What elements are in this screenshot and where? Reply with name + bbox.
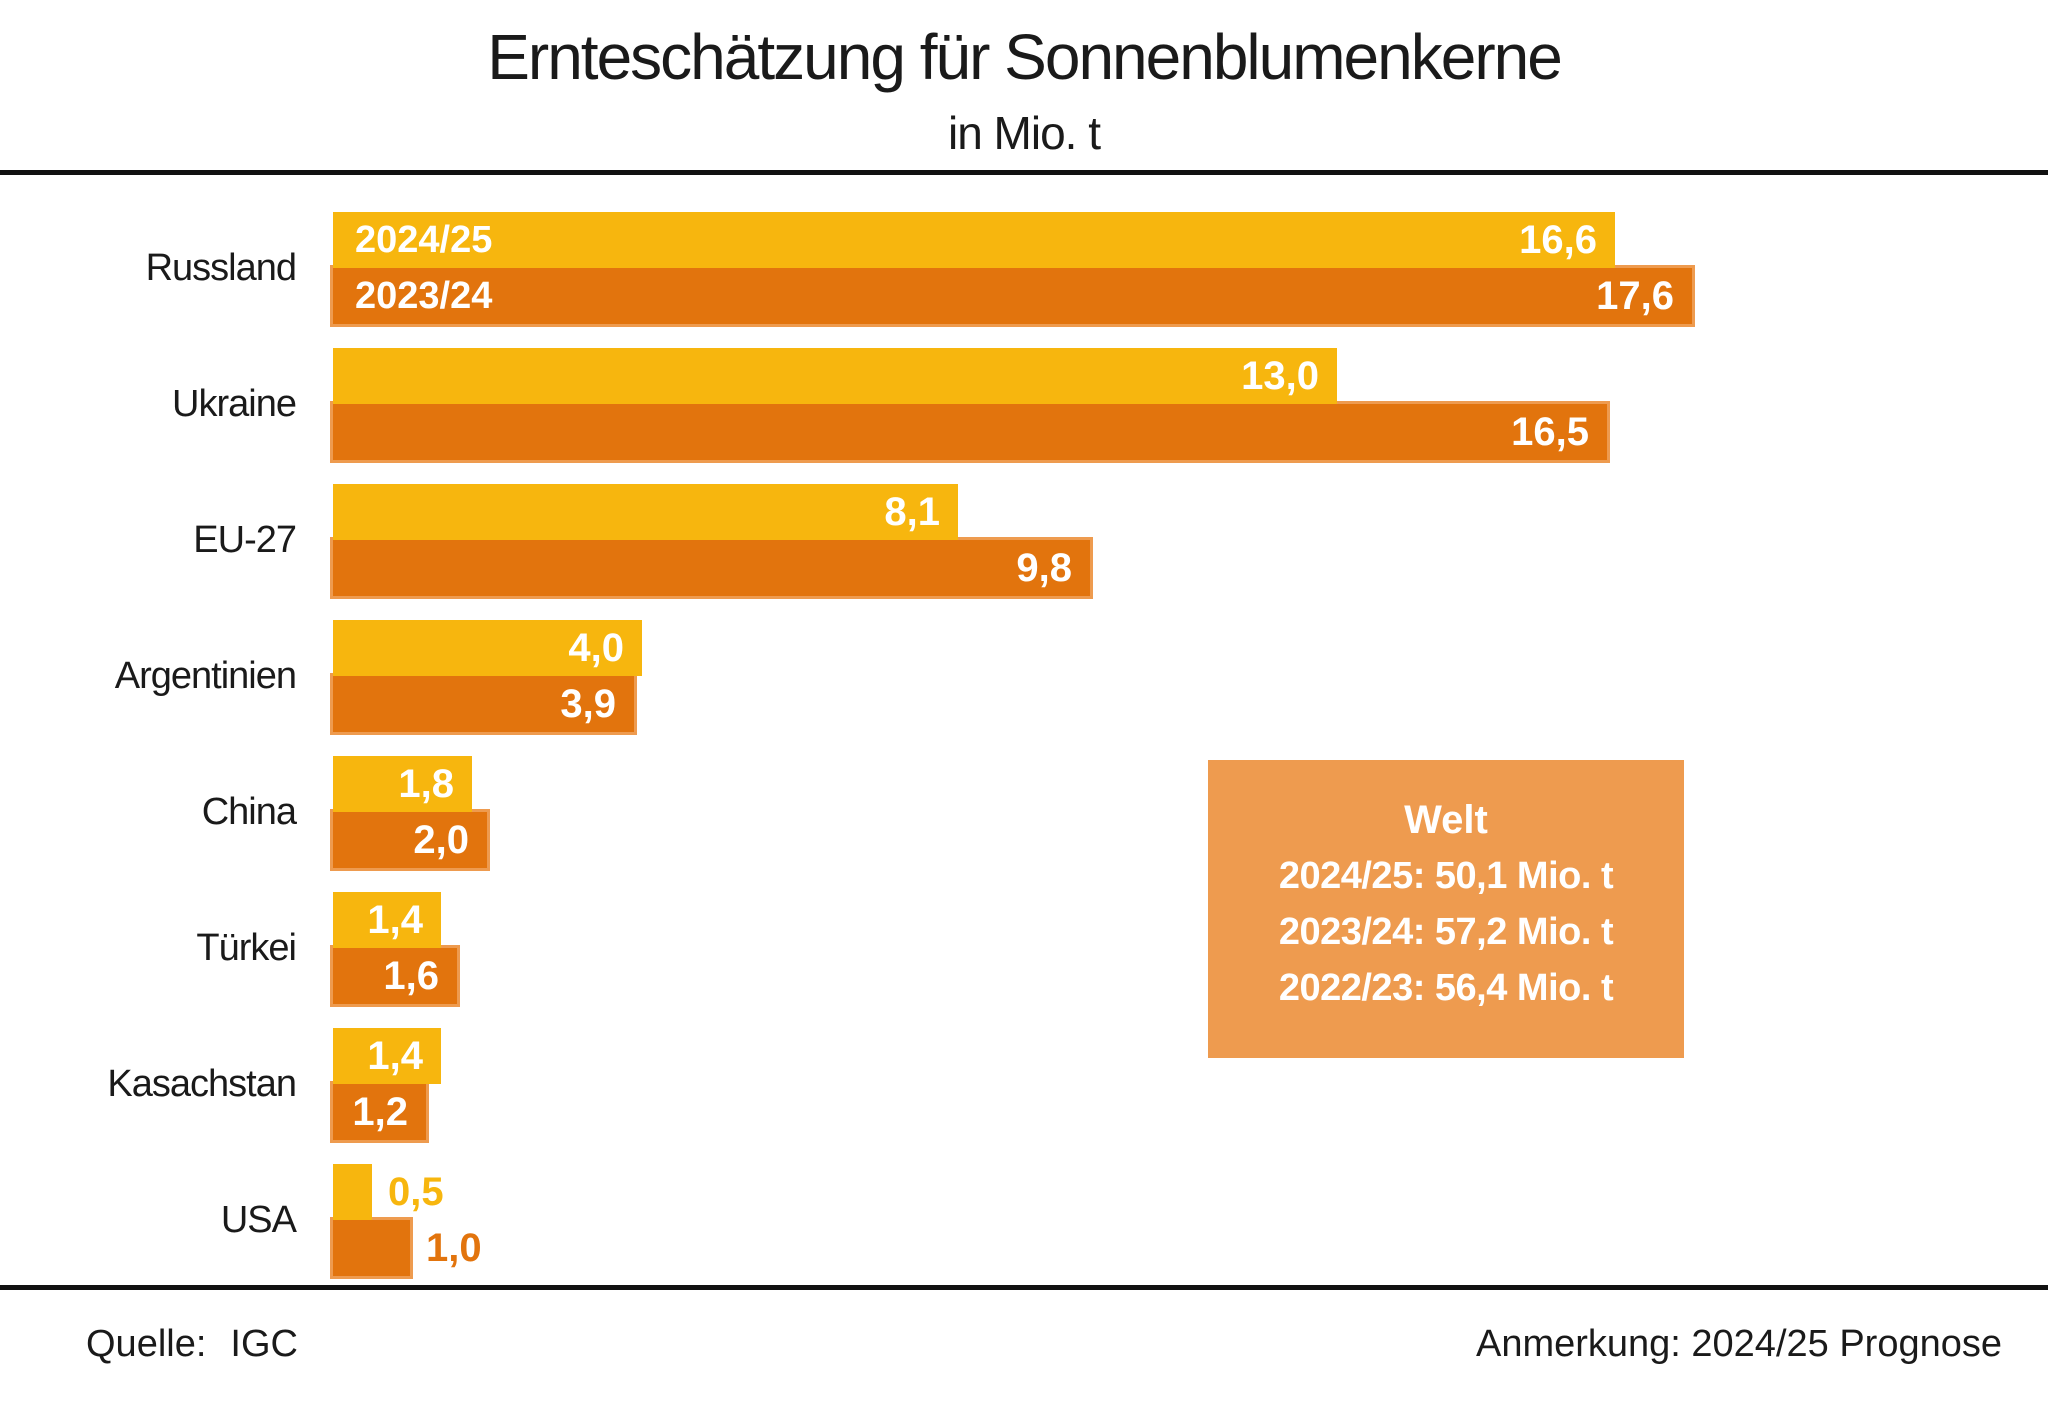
bar-2023-24-usa xyxy=(333,1220,410,1276)
value-label-2023-24-usa: 1,0 xyxy=(426,1226,482,1270)
world-annotation-line-2023-24: 2023/24: 57,2 Mio. t xyxy=(1278,911,1614,953)
value-label-2024-25-usa: 0,5 xyxy=(388,1170,444,1214)
value-label-2023-24-china: 2,0 xyxy=(413,817,469,862)
bar-2023-24-argentinien: 3,9 xyxy=(333,676,634,732)
category-label-argentinien: Argentinien xyxy=(114,655,297,697)
category-label-china: China xyxy=(201,791,297,833)
value-label-2023-24-argentinien: 3,9 xyxy=(560,681,616,726)
value-label-2024-25-ukraine: 13,0 xyxy=(1241,353,1319,398)
bar-2024-25-china: 1,8 xyxy=(333,756,472,812)
value-label-2023-24-eu-27: 9,8 xyxy=(1016,545,1072,590)
bar-2024-25-russland: 2024/25 16,6 xyxy=(333,212,1615,268)
bar-2023-24-t-rkei: 1,6 xyxy=(333,948,457,1004)
top-rule xyxy=(0,170,2048,175)
bar-2023-24-china: 2,0 xyxy=(333,812,487,868)
world-annotation-line-2022-23: 2022/23: 56,4 Mio. t xyxy=(1278,967,1614,1009)
bar-2024-25-usa xyxy=(333,1164,372,1220)
source-value: IGC xyxy=(230,1323,298,1365)
forecast-note: Anmerkung: 2024/25 Prognose xyxy=(1475,1323,2002,1365)
value-label-2024-25-kasachstan: 1,4 xyxy=(367,1033,423,1078)
source-label: Quelle: xyxy=(86,1323,207,1365)
chart-title: Ernteschätzung für Sonnenblumenkerne xyxy=(487,21,1563,93)
bar-2023-24-russland: 2023/24 17,6 xyxy=(333,268,1692,324)
series-label-2024-25: 2024/25 xyxy=(355,218,493,261)
source-note: Quelle: IGC xyxy=(86,1316,298,1372)
bar-2024-25-t-rkei: 1,4 xyxy=(333,892,441,948)
value-label-2024-25-t-rkei: 1,4 xyxy=(367,897,423,942)
world-annotation-title: Welt xyxy=(1404,798,1488,842)
bar-2023-24-kasachstan: 1,2 xyxy=(333,1084,426,1140)
series-label-2023-24: 2023/24 xyxy=(355,274,493,317)
value-label-2024-25-russland: 16,6 xyxy=(1519,217,1597,262)
bar-2023-24-ukraine: 16,5 xyxy=(333,404,1607,460)
value-label-2024-25-argentinien: 4,0 xyxy=(568,625,624,670)
category-label-ukraine: Ukraine xyxy=(172,383,297,425)
value-label-2024-25-eu-27: 8,1 xyxy=(884,489,940,534)
value-label-2023-24-ukraine: 16,5 xyxy=(1511,409,1589,454)
category-label-russland: Russland xyxy=(145,247,297,289)
bar-2024-25-ukraine: 13,0 xyxy=(333,348,1337,404)
chart-subtitle: in Mio. t xyxy=(947,107,1101,159)
bar-2024-25-argentinien: 4,0 xyxy=(333,620,642,676)
value-label-2023-24-russland: 17,6 xyxy=(1596,273,1674,318)
category-label-kasachstan: Kasachstan xyxy=(107,1063,297,1105)
world-annotation-box: Welt 2024/25: 50,1 Mio. t 2023/24: 57,2 … xyxy=(1208,760,1684,1058)
bar-2024-25-eu-27: 8,1 xyxy=(333,484,958,540)
category-label-eu-27: EU-27 xyxy=(193,519,297,561)
value-label-2023-24-t-rkei: 1,6 xyxy=(383,953,439,998)
bar-2023-24-eu-27: 9,8 xyxy=(333,540,1090,596)
world-annotation-line-2024-25: 2024/25: 50,1 Mio. t xyxy=(1278,855,1614,897)
value-label-2023-24-kasachstan: 1,2 xyxy=(352,1089,408,1134)
bar-2024-25-kasachstan: 1,4 xyxy=(333,1028,441,1084)
bottom-rule xyxy=(0,1285,2048,1290)
category-label-t-rkei: Türkei xyxy=(196,927,297,969)
category-label-usa: USA xyxy=(220,1199,297,1241)
value-label-2024-25-china: 1,8 xyxy=(398,761,454,806)
